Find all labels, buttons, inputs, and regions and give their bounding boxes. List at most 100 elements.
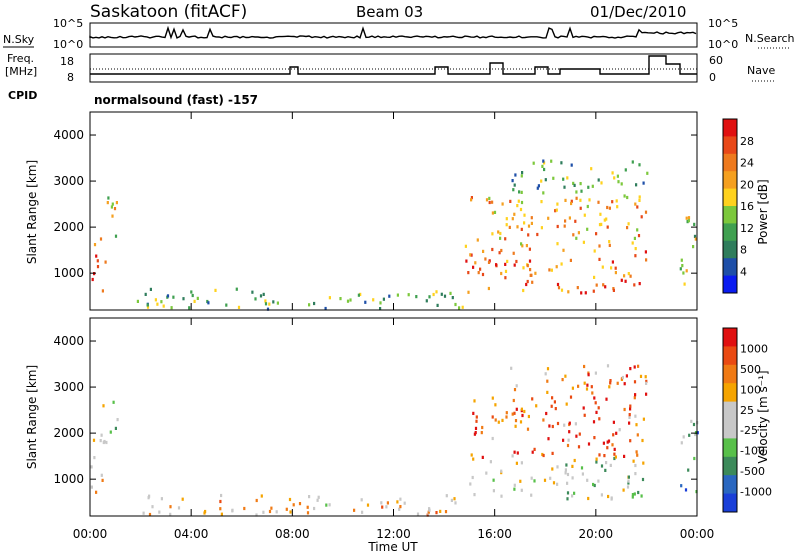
scatter-cell — [551, 424, 554, 429]
scatter-cell — [602, 441, 605, 445]
scatter-cell — [360, 498, 363, 502]
scatter-cell — [694, 431, 698, 435]
scatter-cell — [597, 200, 600, 204]
scatter-cell — [615, 431, 618, 435]
colorbar-tick-label: -100 — [740, 445, 765, 458]
scatter-cell — [570, 199, 573, 203]
scatter-cell — [481, 272, 485, 277]
scatter-cell — [636, 453, 639, 457]
scatter-cell — [160, 497, 163, 501]
scatter-cell — [260, 494, 263, 498]
scatter-cell — [494, 403, 497, 407]
scatter-cell — [306, 511, 310, 515]
scatter-cell — [588, 198, 591, 202]
scatter-cell — [570, 163, 573, 167]
scatter-cell — [618, 428, 621, 432]
scatter-cell — [608, 206, 611, 210]
scatter-cell — [514, 419, 518, 423]
x-tick-label: 12:00 — [376, 527, 411, 541]
scatter-cell — [415, 295, 418, 299]
scatter-cell — [481, 455, 484, 459]
scatter-cell — [591, 184, 594, 188]
scatter-cell — [543, 167, 546, 172]
scatter-cell — [595, 410, 598, 414]
scatter-cell — [520, 200, 524, 205]
scatter-cell — [606, 446, 609, 450]
scatter-cell — [262, 510, 265, 514]
scatter-cell — [99, 237, 103, 241]
velocity-frame — [89, 317, 698, 517]
scatter-cell — [148, 512, 152, 517]
scatter-cell — [214, 288, 217, 292]
scatter-cell — [523, 213, 526, 217]
scatter-cell — [594, 371, 597, 375]
scatter-cell — [562, 177, 565, 181]
scatter-cell — [512, 188, 515, 192]
colorbar-segment — [723, 401, 737, 421]
scatter-cell — [528, 247, 531, 251]
scatter-cell — [634, 393, 637, 397]
scatter-cell — [504, 262, 507, 266]
scatter-cell — [206, 299, 209, 304]
scatter-cell — [578, 432, 581, 436]
scatter-cell — [511, 217, 514, 221]
scatter-cell — [629, 274, 632, 278]
scatter-cell — [219, 507, 222, 511]
scatter-cell — [547, 216, 550, 220]
scatter-cell — [595, 457, 598, 461]
scatter-cell — [566, 491, 570, 495]
scatter-cell — [637, 490, 640, 495]
scatter-cell — [144, 292, 147, 296]
scatter-cell — [93, 243, 97, 247]
scatter-cell — [475, 419, 478, 423]
scatter-cell — [523, 409, 526, 414]
x-axis-label: Time UT — [367, 540, 418, 554]
date-title: 01/Dec/2010 — [590, 3, 686, 21]
scatter-cell — [587, 496, 590, 501]
scatter-cell — [471, 475, 474, 480]
scatter-cell — [513, 183, 516, 187]
scatter-cell — [595, 232, 598, 236]
scatter-cell — [612, 288, 615, 292]
scatter-cell — [255, 513, 258, 517]
scatter-cell — [580, 189, 583, 193]
scatter-cell — [616, 205, 619, 209]
freq-tick-high: 18 — [60, 55, 74, 68]
scatter-cell — [612, 420, 615, 424]
scatter-cell — [551, 396, 554, 400]
scatter-cell — [544, 372, 547, 376]
colorbar-segment — [723, 171, 737, 190]
scatter-cell — [487, 286, 490, 291]
scatter-cell — [505, 415, 508, 419]
scatter-cell — [95, 490, 98, 494]
scatter-cell — [519, 479, 522, 483]
scatter-cell — [586, 227, 589, 231]
scatter-cell — [220, 512, 223, 516]
scatter-cell — [579, 206, 582, 210]
scatter-cell — [475, 415, 478, 419]
scatter-cell — [511, 179, 514, 183]
colorbar-segment — [723, 438, 737, 458]
scatter-cell — [636, 433, 639, 437]
scatter-cell — [196, 296, 199, 300]
scatter-cell — [694, 432, 697, 437]
nsky-label: N.Sky — [3, 33, 35, 46]
scatter-cell — [454, 501, 457, 505]
scatter-cell — [628, 421, 631, 425]
scatter-cell — [637, 364, 640, 368]
scatter-cell — [568, 430, 571, 434]
scatter-cell — [399, 505, 402, 509]
scatter-cell — [684, 488, 688, 492]
scatter-cell — [366, 503, 370, 507]
scatter-cell — [485, 471, 488, 475]
scatter-cell — [626, 195, 629, 200]
colorbar-tick-label: -500 — [740, 465, 765, 478]
scatter-cell — [634, 414, 637, 418]
scatter-cell — [635, 450, 638, 454]
scatter-cell — [530, 273, 533, 277]
scatter-cell — [557, 286, 561, 290]
scatter-cell — [532, 161, 535, 165]
scatter-cell — [275, 510, 278, 514]
colorbar-segment — [723, 383, 737, 403]
scatter-cell — [527, 414, 530, 419]
